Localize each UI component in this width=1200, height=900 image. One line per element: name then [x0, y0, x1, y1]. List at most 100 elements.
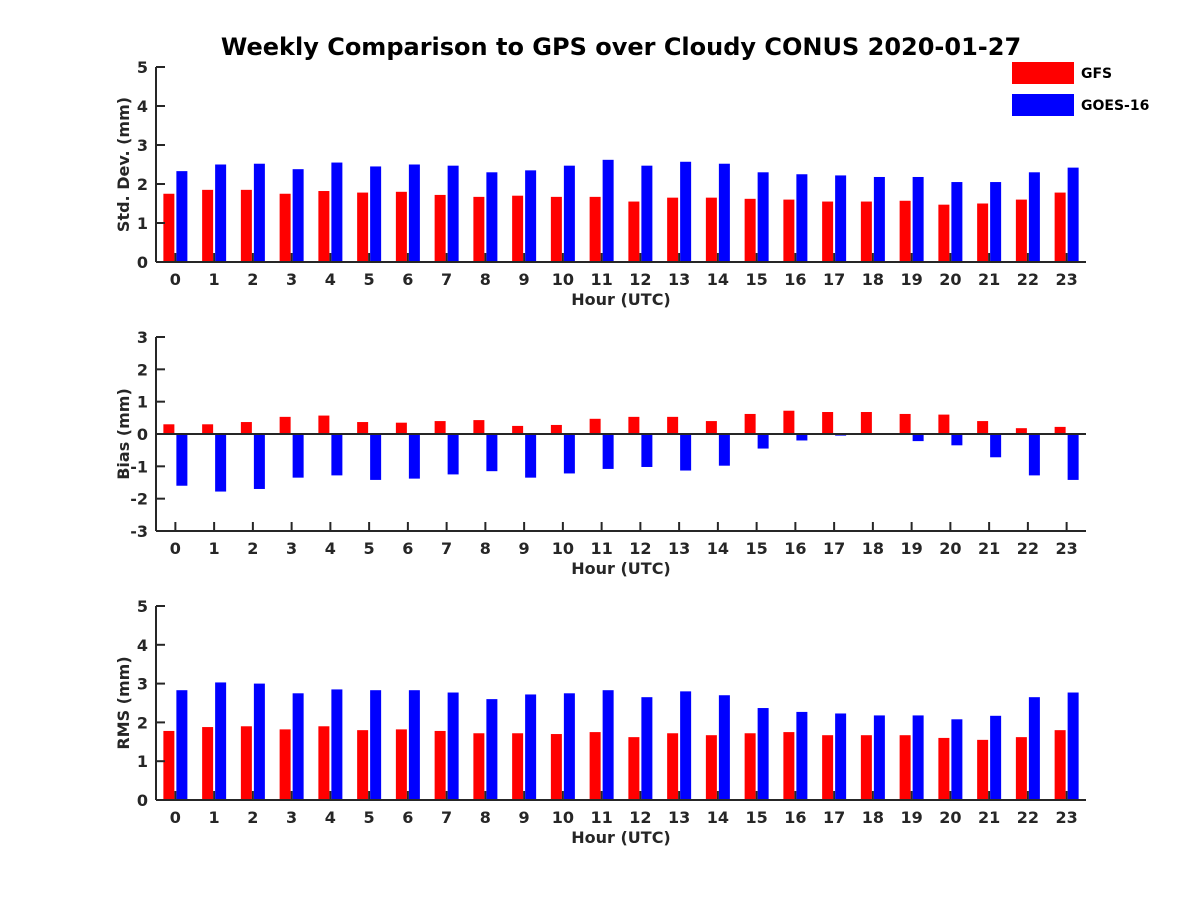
bar-goes-16-hour-9	[525, 170, 537, 262]
bar-gfs-hour-14	[705, 421, 717, 434]
y-tick-label: 2	[137, 175, 148, 194]
bar-goes-16-hour-4	[331, 689, 343, 800]
bar-goes-16-hour-12	[641, 434, 653, 467]
bar-gfs-hour-3	[279, 729, 291, 800]
bar-goes-16-hour-19	[912, 176, 924, 262]
y-tick-label: 1	[137, 214, 148, 233]
y-tick-label: 4	[137, 97, 148, 116]
x-tick-label: 15	[745, 808, 767, 827]
x-tick-label: 11	[590, 808, 612, 827]
x-tick-label: 9	[519, 808, 530, 827]
y-axis-label: Std. Dev. (mm)	[114, 97, 133, 232]
bar-gfs-hour-12	[628, 201, 640, 262]
x-tick-label: 22	[1017, 539, 1039, 558]
bar-goes-16-hour-20	[951, 719, 963, 800]
x-tick-label: 2	[247, 270, 258, 289]
bar-goes-16-hour-15	[757, 708, 769, 800]
bar-gfs-hour-3	[279, 416, 291, 434]
bar-gfs-hour-1	[202, 424, 214, 434]
bar-gfs-hour-18	[860, 201, 872, 262]
bar-gfs-hour-17	[822, 412, 834, 434]
bar-goes-16-hour-10	[563, 693, 575, 800]
bar-gfs-hour-10	[550, 196, 562, 262]
x-tick-label: 12	[629, 270, 651, 289]
bar-gfs-hour-22	[1015, 737, 1027, 800]
bar-gfs-hour-7	[434, 730, 446, 800]
bar-goes-16-hour-3	[292, 693, 304, 800]
x-tick-label: 16	[784, 539, 806, 558]
bar-gfs-hour-2	[240, 422, 252, 434]
x-tick-label: 23	[1055, 270, 1077, 289]
bar-gfs-hour-22	[1015, 428, 1027, 434]
x-tick-label: 17	[823, 808, 845, 827]
bar-gfs-hour-8	[473, 733, 485, 800]
x-tick-label: 6	[402, 270, 413, 289]
x-axis-label: Hour (UTC)	[571, 559, 671, 578]
bar-gfs-hour-13	[667, 197, 679, 262]
bar-gfs-hour-16	[783, 410, 795, 434]
bar-gfs-hour-0	[163, 424, 175, 434]
bar-goes-16-hour-23	[1067, 434, 1079, 480]
x-tick-label: 1	[209, 808, 220, 827]
bar-gfs-hour-11	[589, 418, 601, 434]
bar-goes-16-hour-1	[215, 682, 227, 800]
bar-gfs-hour-8	[473, 196, 485, 262]
bar-goes-16-hour-14	[718, 163, 730, 262]
bar-gfs-hour-4	[318, 415, 330, 434]
bar-goes-16-hour-19	[912, 715, 924, 800]
x-tick-label: 13	[668, 270, 690, 289]
x-tick-label: 14	[707, 270, 729, 289]
bar-gfs-hour-6	[395, 422, 407, 434]
bar-goes-16-hour-14	[718, 434, 730, 466]
bar-goes-16-hour-23	[1067, 167, 1079, 262]
x-tick-label: 16	[784, 808, 806, 827]
x-tick-label: 17	[823, 539, 845, 558]
bar-gfs-hour-22	[1015, 199, 1027, 262]
x-tick-label: 7	[441, 270, 452, 289]
bar-goes-16-hour-11	[602, 159, 614, 262]
x-tick-label: 21	[978, 539, 1000, 558]
bar-gfs-hour-12	[628, 416, 640, 434]
bar-goes-16-hour-17	[835, 175, 847, 262]
x-tick-label: 2	[247, 539, 258, 558]
bar-goes-16-hour-8	[486, 172, 498, 262]
bar-goes-16-hour-8	[486, 434, 498, 472]
bar-gfs-hour-8	[473, 420, 485, 434]
bar-gfs-hour-16	[783, 732, 795, 800]
bar-gfs-hour-19	[899, 413, 911, 434]
bar-goes-16-hour-12	[641, 697, 653, 800]
y-tick-label: 3	[137, 675, 148, 694]
x-tick-label: 13	[668, 808, 690, 827]
x-tick-label: 3	[286, 808, 297, 827]
x-tick-label: 8	[480, 539, 491, 558]
bar-goes-16-hour-14	[718, 695, 730, 800]
bar-goes-16-hour-9	[525, 694, 537, 800]
bar-gfs-hour-0	[163, 193, 175, 262]
x-tick-label: 10	[552, 808, 574, 827]
bar-goes-16-hour-21	[990, 434, 1002, 458]
x-tick-label: 2	[247, 808, 258, 827]
y-tick-label: 3	[137, 136, 148, 155]
bar-gfs-hour-14	[705, 197, 717, 262]
bar-goes-16-hour-9	[525, 434, 537, 478]
x-tick-label: 22	[1017, 270, 1039, 289]
bar-gfs-hour-0	[163, 730, 175, 800]
bar-gfs-hour-15	[744, 733, 756, 800]
y-tick-label: 1	[137, 393, 148, 412]
bar-gfs-hour-9	[512, 733, 524, 800]
y-axis-label: Bias (mm)	[114, 388, 133, 480]
bar-gfs-hour-10	[550, 424, 562, 434]
y-tick-label: 4	[137, 636, 148, 655]
x-tick-label: 13	[668, 539, 690, 558]
bar-gfs-hour-6	[395, 191, 407, 262]
bar-goes-16-hour-11	[602, 434, 614, 469]
y-tick-label: 2	[137, 360, 148, 379]
bar-gfs-hour-7	[434, 421, 446, 434]
bar-gfs-hour-20	[938, 204, 950, 262]
bar-goes-16-hour-20	[951, 182, 963, 262]
bar-gfs-hour-4	[318, 726, 330, 800]
bar-goes-16-hour-13	[680, 161, 692, 262]
x-tick-label: 14	[707, 808, 729, 827]
x-tick-label: 19	[900, 808, 922, 827]
bar-goes-16-hour-16	[796, 434, 808, 441]
